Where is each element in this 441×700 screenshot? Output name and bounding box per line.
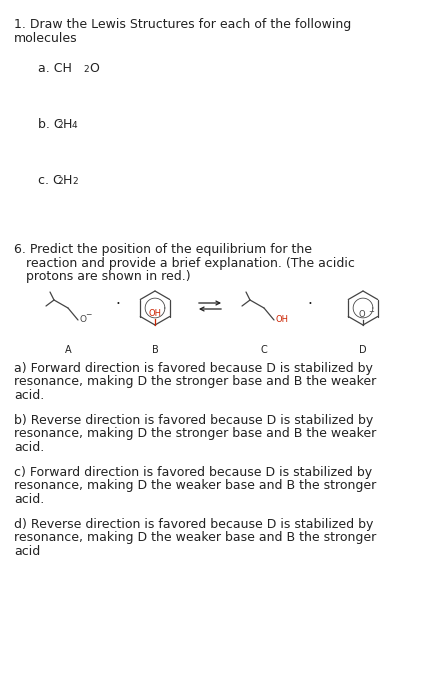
Text: b. C: b. C — [38, 118, 63, 131]
Text: a) Forward direction is favored because D is stabilized by: a) Forward direction is favored because … — [14, 362, 373, 375]
Text: a. CH: a. CH — [38, 62, 72, 75]
Text: −: − — [85, 311, 91, 319]
Text: acid.: acid. — [14, 389, 44, 402]
Text: OH: OH — [149, 309, 161, 318]
Text: 1. Draw the Lewis Structures for each of the following: 1. Draw the Lewis Structures for each of… — [14, 18, 351, 31]
Text: A: A — [65, 345, 71, 355]
Text: acid.: acid. — [14, 493, 44, 506]
Text: H: H — [63, 118, 72, 131]
Text: c) Forward direction is favored because D is stabilized by: c) Forward direction is favored because … — [14, 466, 372, 479]
Text: ·: · — [116, 297, 120, 312]
Text: resonance, making D the stronger base and B the weaker: resonance, making D the stronger base an… — [14, 428, 376, 440]
Text: OH: OH — [276, 316, 289, 325]
Text: H: H — [63, 174, 72, 187]
Text: acid: acid — [14, 545, 40, 558]
Text: C: C — [261, 345, 267, 355]
Text: 4: 4 — [72, 121, 78, 130]
Text: molecules: molecules — [14, 32, 78, 45]
Text: O: O — [359, 310, 365, 319]
Text: protons are shown in red.): protons are shown in red.) — [14, 270, 191, 283]
Text: 2: 2 — [72, 177, 78, 186]
Text: 2: 2 — [57, 121, 63, 130]
Text: c. C: c. C — [38, 174, 62, 187]
Text: O: O — [89, 62, 99, 75]
Text: d) Reverse direction is favored because D is stabilized by: d) Reverse direction is favored because … — [14, 518, 374, 531]
Text: D: D — [359, 345, 367, 355]
Text: ·: · — [307, 297, 312, 312]
Text: O: O — [79, 314, 86, 323]
Text: acid.: acid. — [14, 441, 44, 454]
Text: B: B — [152, 345, 158, 355]
Text: 6. Predict the position of the equilibrium for the: 6. Predict the position of the equilibri… — [14, 243, 312, 256]
Text: b) Reverse direction is favored because D is stabilized by: b) Reverse direction is favored because … — [14, 414, 373, 427]
Text: −: − — [368, 309, 374, 315]
Text: 2: 2 — [57, 177, 63, 186]
Text: resonance, making D the stronger base and B the weaker: resonance, making D the stronger base an… — [14, 375, 376, 389]
Text: resonance, making D the weaker base and B the stronger: resonance, making D the weaker base and … — [14, 531, 376, 545]
Text: resonance, making D the weaker base and B the stronger: resonance, making D the weaker base and … — [14, 480, 376, 493]
Text: reaction and provide a brief explanation. (The acidic: reaction and provide a brief explanation… — [14, 256, 355, 270]
Text: 2: 2 — [83, 65, 89, 74]
